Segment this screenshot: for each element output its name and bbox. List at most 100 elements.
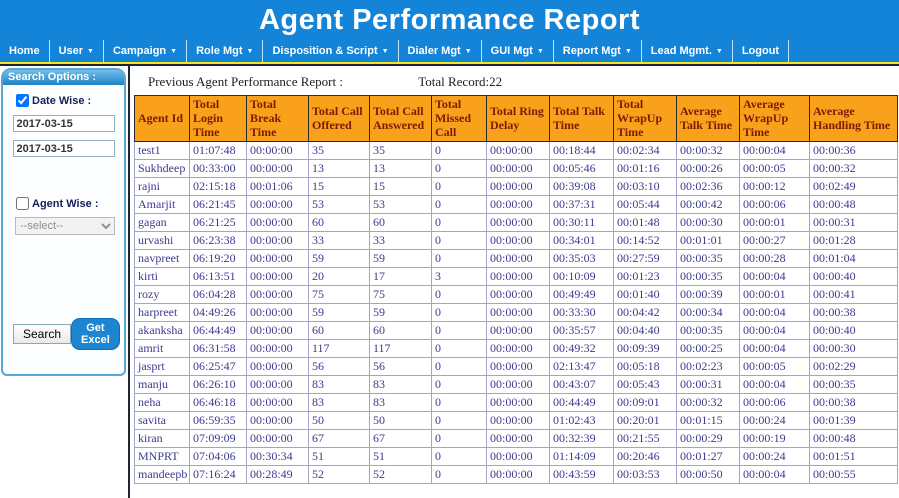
value-cell: 00:05:46 (549, 159, 614, 179)
chevron-down-icon: ▼ (170, 47, 178, 55)
value-cell: 00:05:43 (613, 375, 677, 395)
value-cell: 00:01:40 (613, 285, 677, 305)
value-cell: 00:20:01 (613, 411, 677, 431)
sidebar: Search Options : Date Wise : Agent Wise … (0, 66, 128, 498)
agent-id-cell: kirti (134, 267, 190, 287)
value-cell: 00:00:04 (739, 375, 810, 395)
column-header: Total Talk Time (549, 94, 614, 143)
total-record-count: Total Record:22 (418, 74, 503, 89)
value-cell: 00:00:00 (486, 447, 550, 467)
agent-select[interactable]: --select-- (15, 217, 115, 235)
value-cell: 00:00:28 (739, 249, 810, 269)
table-row: urvashi 06:23:38 00:00:00 33 33 0 00:00:00 00:3… (134, 231, 898, 251)
agent-id-cell: neha (134, 393, 190, 413)
nav-item-lead-mgmt[interactable]: Lead Mgmt. ▼ (642, 40, 733, 62)
value-cell: 59 (308, 249, 370, 269)
value-cell: 00:00:35 (676, 321, 740, 341)
value-cell: 00:00:05 (739, 159, 810, 179)
date-from-input[interactable] (12, 115, 115, 132)
agent-id-cell: rajni (134, 177, 190, 197)
agent-id-cell: rozy (134, 285, 190, 305)
nav-item-disposition-script[interactable]: Disposition & Script ▼ (263, 40, 399, 62)
value-cell: 33 (308, 231, 370, 251)
value-cell: 0 (431, 465, 487, 485)
table-row: jasprt 06:25:47 00:00:00 56 56 0 00:00:00 02:13… (134, 357, 898, 377)
value-cell: 00:00:48 (809, 195, 898, 215)
value-cell: 07:16:24 (189, 465, 247, 485)
value-cell: 00:35:03 (549, 249, 614, 269)
agent-wise-checkbox[interactable] (16, 197, 29, 210)
value-cell: 07:09:09 (189, 429, 247, 449)
nav-item-report-mgt[interactable]: Report Mgt ▼ (554, 40, 642, 62)
value-cell: 15 (308, 177, 370, 197)
table-row: gagan 06:21:25 00:00:00 60 60 0 00:00:00 00:30:… (134, 213, 898, 233)
nav-item-user[interactable]: User ▼ (50, 40, 104, 62)
value-cell: 00:21:55 (613, 429, 677, 449)
agent-wise-row[interactable]: Agent Wise : (16, 197, 122, 210)
chevron-down-icon: ▼ (246, 47, 254, 55)
value-cell: 00:03:53 (613, 465, 677, 485)
table-row: navpreet 06:19:20 00:00:00 59 59 0 00:00:00 00:… (134, 249, 898, 269)
table-row: neha 06:46:18 00:00:00 83 83 0 00:00:00 00:44:4… (134, 393, 898, 413)
value-cell: 52 (369, 465, 432, 485)
value-cell: 00:00:00 (486, 321, 550, 341)
value-cell: 00:09:39 (613, 339, 677, 359)
nav-item-dialer-mgt[interactable]: Dialer Mgt ▼ (399, 40, 482, 62)
search-button[interactable]: Search (13, 324, 72, 344)
value-cell: 00:00:00 (486, 141, 550, 161)
value-cell: 00:00:00 (486, 285, 550, 305)
nav-item-label: Campaign (112, 45, 167, 57)
agent-performance-table: Agent Id Total Login Time Total Break Time… (134, 94, 898, 485)
value-cell: 00:01:27 (676, 447, 740, 467)
chevron-down-icon: ▼ (536, 47, 544, 55)
nav-item-gui-mgt[interactable]: GUI Mgt ▼ (482, 40, 554, 62)
value-cell: 00:01:28 (809, 231, 898, 251)
table-row: savita 06:59:35 00:00:00 50 50 0 00:00:00 01:02… (134, 411, 898, 431)
value-cell: 59 (308, 303, 370, 323)
value-cell: 00:43:07 (549, 375, 614, 395)
value-cell: 00:00:01 (739, 213, 810, 233)
nav-dark-line (0, 64, 899, 66)
chevron-down-icon: ▼ (381, 47, 389, 55)
value-cell: 00:00:01 (739, 285, 810, 305)
value-cell: 00:43:59 (549, 465, 614, 485)
value-cell: 00:00:25 (676, 339, 740, 359)
value-cell: 00:01:48 (613, 213, 677, 233)
column-header: Agent Id (134, 94, 190, 143)
value-cell: 59 (369, 249, 432, 269)
content-area: Search Options : Date Wise : Agent Wise … (0, 66, 899, 498)
value-cell: 00:00:04 (739, 267, 810, 287)
value-cell: 00:00:00 (486, 393, 550, 413)
value-cell: 00:00:30 (676, 213, 740, 233)
value-cell: 02:15:18 (189, 177, 247, 197)
nav-item-role-mgt[interactable]: Role Mgt ▼ (187, 40, 264, 62)
value-cell: 00:00:00 (486, 429, 550, 449)
nav-item-campaign[interactable]: Campaign ▼ (104, 40, 188, 62)
value-cell: 0 (431, 285, 487, 305)
value-cell: 00:00:36 (809, 141, 898, 161)
nav-item-logout[interactable]: Logout (733, 40, 790, 62)
nav-item-home[interactable]: Home (0, 40, 50, 62)
value-cell: 0 (431, 177, 487, 197)
table-row: manju 06:26:10 00:00:00 83 83 0 00:00:00 00:43:… (134, 375, 898, 395)
date-wise-row[interactable]: Date Wise : (16, 94, 122, 107)
date-wise-checkbox[interactable] (16, 94, 29, 107)
value-cell: 3 (431, 267, 487, 287)
value-cell: 00:00:40 (809, 321, 898, 341)
value-cell: 00:05:44 (613, 195, 677, 215)
value-cell: 00:00:00 (486, 411, 550, 431)
value-cell: 53 (369, 195, 432, 215)
value-cell: 00:00:29 (676, 429, 740, 449)
value-cell: 00:34:01 (549, 231, 614, 251)
value-cell: 00:14:52 (613, 231, 677, 251)
value-cell: 83 (369, 375, 432, 395)
app-header: Agent Performance Report (0, 0, 899, 40)
value-cell: 50 (369, 411, 432, 431)
value-cell: 06:59:35 (189, 411, 247, 431)
value-cell: 06:25:47 (189, 357, 247, 377)
date-to-input[interactable] (12, 140, 115, 157)
column-header: Total Break Time (246, 94, 309, 143)
get-excel-button[interactable]: Get Excel (71, 318, 120, 350)
value-cell: 00:00:06 (739, 393, 810, 413)
table-row: mandeepb 07:16:24 00:28:49 52 52 0 00:00:00 00:… (134, 465, 898, 485)
